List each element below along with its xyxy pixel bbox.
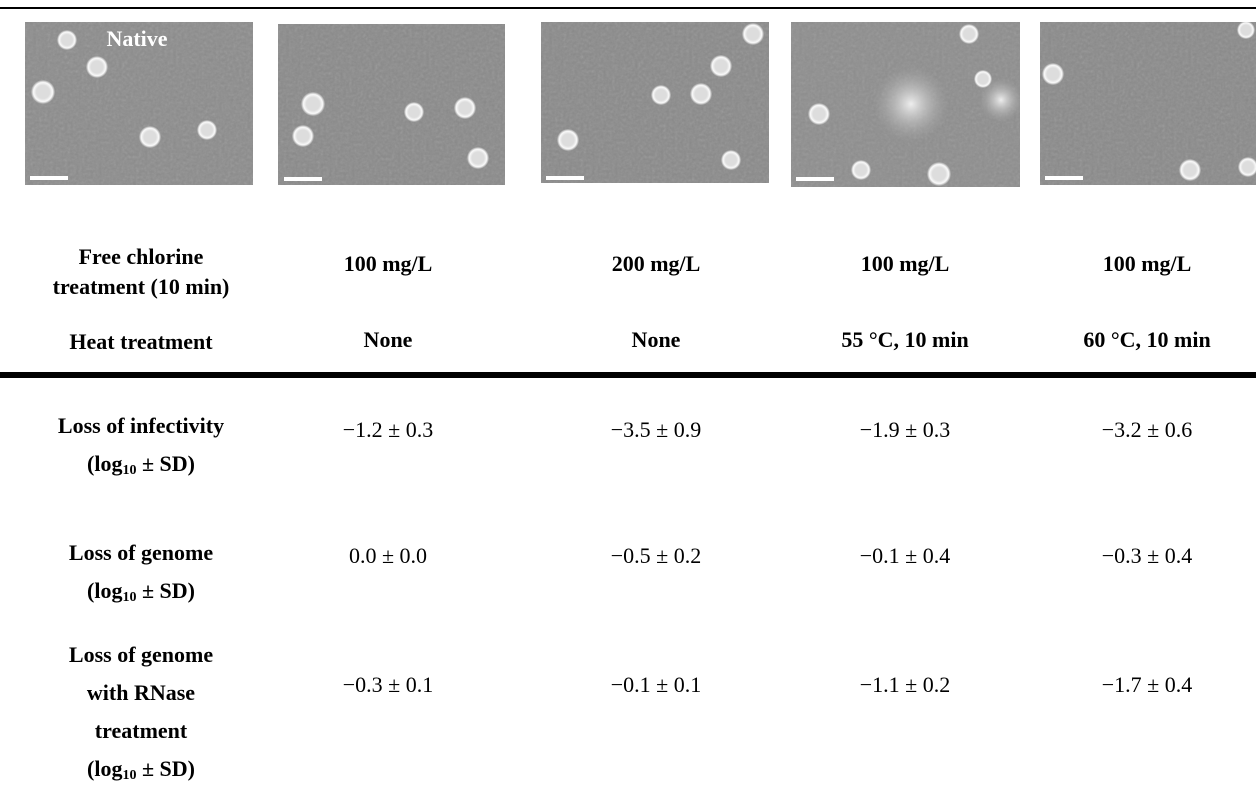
top-rule [0,7,1256,9]
unit-subscript: 10 [122,463,137,478]
row-label: Loss of genome with RNase treatment (log10 … [69,636,213,788]
row-label-unit: (log10 ± SD) [69,750,213,788]
micrograph: Native [25,22,253,185]
cell-value: −0.3 ± 0.4 [1101,543,1193,568]
unit-rest: ± SD) [136,451,195,476]
cell-value: −0.3 ± 0.1 [342,672,434,697]
row-label-unit: (log10 ± SD) [69,572,213,610]
row-header: Free chlorine treatment (10 min) [53,242,230,302]
cell-value: −3.5 ± 0.9 [610,417,702,442]
column-header: 100 mg/L [1102,251,1192,276]
unit-subscript: 10 [122,590,137,605]
cell-value: −1.9 ± 0.3 [859,417,951,442]
cell-value: −0.1 ± 0.1 [610,672,702,697]
column-header: None [631,327,681,352]
cell-value: −0.1 ± 0.4 [859,543,951,568]
row-label-unit: (log10 ± SD) [58,445,224,483]
unit-base: (log [87,451,123,476]
unit-subscript: 10 [122,768,137,783]
micrograph [791,22,1020,187]
cell-value: 0.0 ± 0.0 [348,543,428,568]
header-rule [0,372,1256,378]
micrograph [278,24,505,185]
cell-value: −1.7 ± 0.4 [1101,672,1193,697]
column-header: 200 mg/L [611,251,701,276]
image-label: Native [106,26,167,51]
unit-base: (log [87,756,123,781]
column-header: 100 mg/L [343,251,433,276]
row-header-line: treatment (10 min) [52,274,230,299]
column-header: 100 mg/L [860,251,950,276]
column-header: None [363,327,413,352]
cell-value: −3.2 ± 0.6 [1101,417,1193,442]
micrograph [1040,22,1256,185]
unit-rest: ± SD) [136,756,195,781]
micrograph [541,22,769,183]
unit-base: (log [87,578,123,603]
row-header: Heat treatment [69,329,213,354]
row-label-line: Loss of genome [68,540,214,565]
column-header: 60 °C, 10 min [1083,327,1211,352]
cell-value: −1.1 ± 0.2 [859,672,951,697]
row-header-line: Free chlorine [78,244,204,269]
cell-value: −0.5 ± 0.2 [610,543,702,568]
row-label-line: treatment [94,718,188,743]
row-label: Loss of infectivity (log10 ± SD) [58,407,224,483]
row-label-line: with RNase [86,680,196,705]
row-label-line: Loss of infectivity [57,413,225,438]
row-label: Loss of genome (log10 ± SD) [69,534,213,610]
unit-rest: ± SD) [136,578,195,603]
cell-value: −1.2 ± 0.3 [342,417,434,442]
column-header: 55 °C, 10 min [841,327,969,352]
row-label-line: Loss of genome [68,642,214,667]
